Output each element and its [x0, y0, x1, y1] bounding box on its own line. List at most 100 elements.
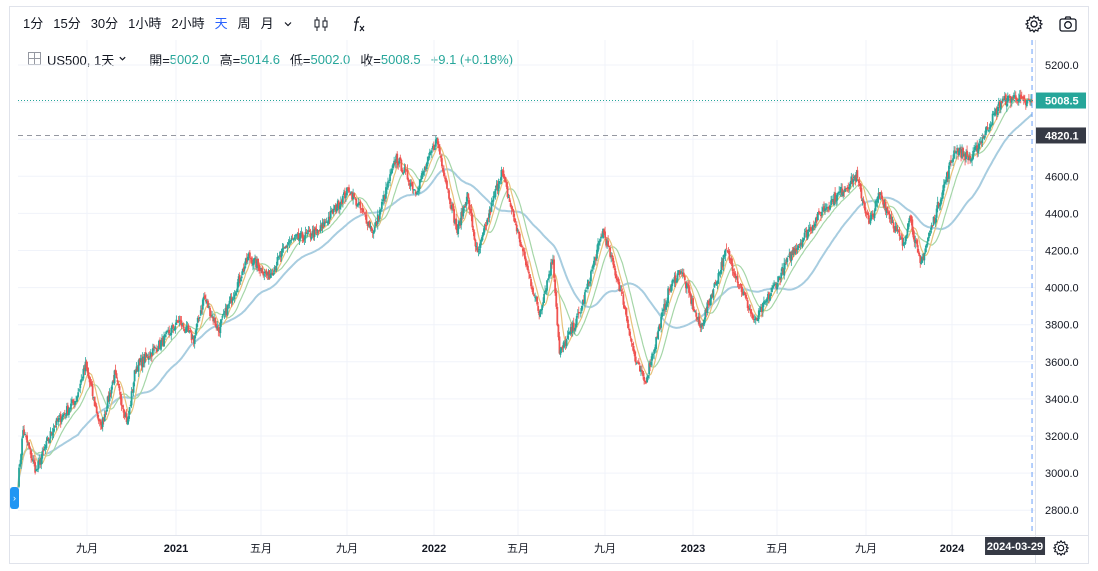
candle-body [892, 222, 895, 229]
candle-body [756, 318, 759, 322]
interval-2h[interactable]: 2小時 [171, 16, 205, 31]
candle-body [627, 323, 630, 329]
candle-body [223, 313, 226, 315]
candle-body [974, 147, 977, 151]
candle-body [666, 301, 669, 307]
interval-1mo[interactable]: 月 [260, 16, 274, 31]
interval-1h[interactable]: 1小時 [128, 16, 162, 31]
candle-body [211, 315, 214, 317]
interval-1w[interactable]: 周 [237, 16, 251, 31]
candle-body [371, 231, 374, 233]
camera-icon[interactable] [1054, 10, 1082, 38]
candle-body [861, 199, 864, 201]
y-tick-label: 3000.0 [1045, 468, 1079, 480]
candle-body [845, 188, 848, 190]
candle-body [997, 102, 1000, 106]
candle-body [163, 335, 165, 347]
candle-body [599, 239, 601, 242]
candle-body [618, 281, 621, 292]
candle-body [744, 292, 747, 298]
candle-body [118, 386, 121, 391]
candle-body [1021, 96, 1024, 98]
candle-body [977, 148, 980, 153]
x-tick-label: 九月 [594, 542, 616, 555]
candle-body [283, 246, 286, 248]
candle-body [677, 270, 680, 275]
candle-body [76, 396, 79, 402]
interval-1d[interactable]: 天 [214, 16, 228, 31]
candle-body [379, 209, 382, 211]
gear-icon[interactable] [1020, 10, 1048, 38]
candle-body [642, 371, 644, 377]
candle-body [776, 282, 779, 290]
grid-icon[interactable] [28, 51, 41, 68]
candle-body [298, 238, 301, 241]
candle-body [486, 218, 489, 225]
candle-body [502, 170, 505, 178]
candle-body [111, 381, 114, 386]
candle-body [655, 337, 658, 349]
interval-1m[interactable]: 1分 [23, 16, 44, 31]
candle-body [750, 312, 753, 315]
candle-body [321, 222, 324, 229]
candle-body [932, 217, 935, 226]
candle-body [75, 401, 77, 403]
candle-body [816, 212, 819, 221]
chevron-down-icon[interactable] [279, 10, 297, 38]
candle-body [364, 215, 367, 217]
candle-body [774, 283, 776, 286]
candle-body [129, 404, 132, 407]
candle-body [335, 208, 338, 212]
candle-body [44, 446, 47, 449]
chevron-down-icon[interactable] [118, 54, 127, 66]
toolbar: 1分 15分 30分 1小時 2小時 天 周 月 [18, 10, 373, 38]
candle-body [55, 418, 58, 425]
candle-body [268, 270, 271, 280]
candle-body [276, 257, 279, 266]
candle-body [203, 295, 206, 299]
crosshair-price-label: 4820.1 [1045, 130, 1079, 142]
candlestick-icon[interactable] [307, 10, 335, 38]
candle-body [584, 289, 587, 293]
scroll-right-button[interactable]: › [10, 487, 19, 509]
candle-body [165, 331, 168, 334]
candle-body [575, 316, 578, 325]
candle-body [106, 396, 109, 409]
candle-body [306, 233, 309, 235]
candle-body [531, 286, 533, 290]
candle-body [534, 296, 536, 298]
candle-body [491, 201, 494, 203]
candle-body [192, 335, 195, 344]
candle-body [243, 266, 246, 270]
candles [18, 89, 1033, 488]
function-icon[interactable] [345, 10, 373, 38]
candle-body [151, 348, 154, 355]
candle-body [270, 273, 273, 275]
candle-body [291, 238, 294, 240]
candle-body [92, 397, 95, 399]
candle-body [897, 230, 900, 232]
candle-body [991, 113, 994, 125]
candle-body [377, 215, 380, 220]
candle-body [468, 200, 471, 210]
candle-body [214, 318, 217, 326]
candle-body [799, 242, 802, 246]
candle-body [913, 235, 916, 242]
candle-body [871, 213, 874, 215]
gear-icon[interactable] [1052, 539, 1070, 557]
close-label: 收= [360, 53, 381, 68]
x-tick-label: 九月 [855, 542, 877, 555]
candle-body [546, 280, 548, 291]
interval-15m[interactable]: 15分 [53, 16, 81, 31]
candle-body [668, 289, 670, 291]
candle-body [345, 196, 347, 198]
candle-body [25, 435, 27, 438]
candle-body [73, 401, 75, 405]
symbol-interval[interactable]: US500, 1天 [47, 53, 115, 68]
candle-body [292, 238, 295, 240]
interval-30m[interactable]: 30分 [90, 16, 119, 31]
candle-body [582, 300, 585, 303]
candle-body [601, 235, 603, 237]
candle-body [170, 327, 173, 336]
